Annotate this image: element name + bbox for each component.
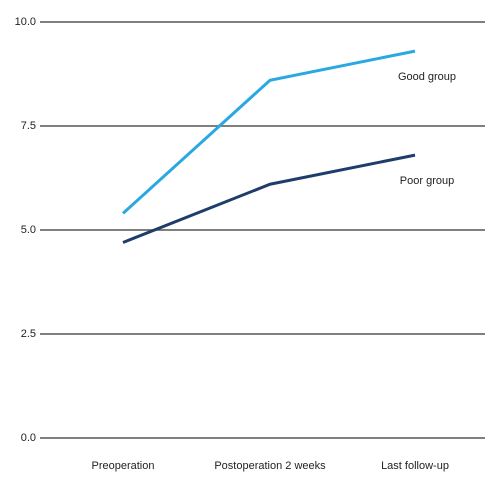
y-tick-label: 2.5: [21, 328, 36, 340]
series-label: Good group: [398, 71, 456, 83]
y-tick-label: 0.0: [21, 432, 36, 444]
x-tick-label: Preoperation: [92, 460, 155, 472]
x-tick-label: Postoperation 2 weeks: [214, 460, 326, 472]
series-line: [122, 153, 416, 244]
series-label: Poor group: [400, 175, 454, 187]
y-tick-label: 7.5: [21, 120, 36, 132]
series-line: [121, 49, 416, 215]
x-tick-label: Last follow-up: [381, 460, 449, 472]
y-tick-label: 5.0: [21, 224, 36, 236]
y-tick-label: 10.0: [15, 16, 36, 28]
